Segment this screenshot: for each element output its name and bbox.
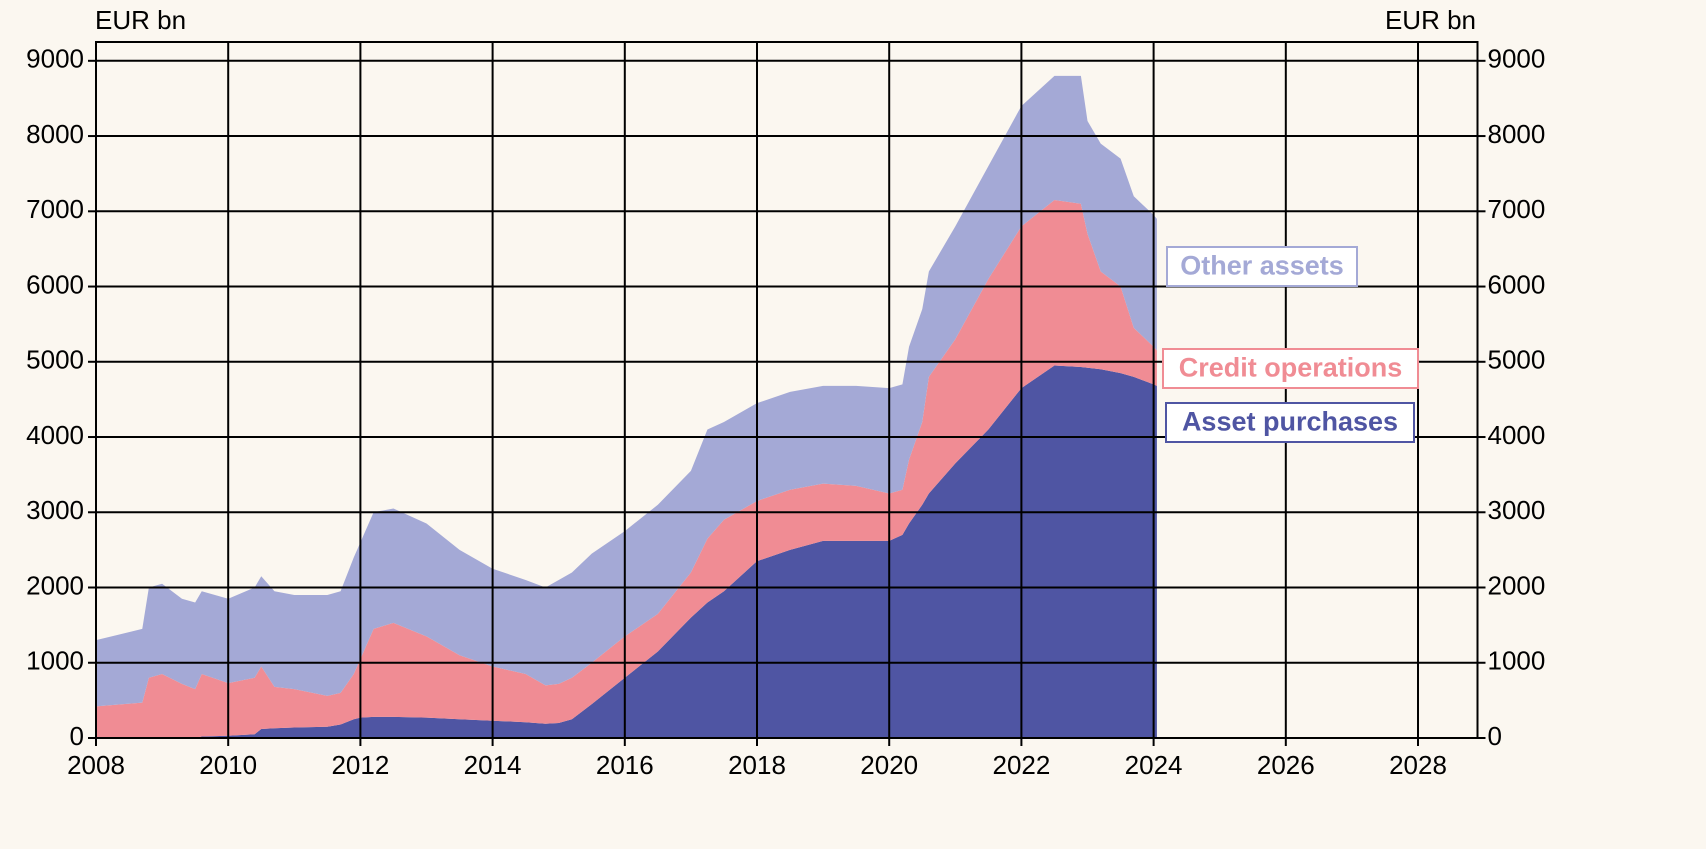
legend-box bbox=[1166, 246, 1358, 287]
plot-frame bbox=[95, 41, 1479, 739]
y2-tick-label: 3000 bbox=[1488, 495, 1546, 525]
x-tick-label: 2012 bbox=[331, 750, 389, 780]
y2-tick-label: 9000 bbox=[1488, 44, 1546, 74]
y2-tick-label: 0 bbox=[1488, 721, 1502, 751]
x-tick-label: 2018 bbox=[728, 750, 786, 780]
y-tick-label: 8000 bbox=[26, 119, 84, 149]
x-tick-label: 2020 bbox=[860, 750, 918, 780]
y-tick-label: 5000 bbox=[26, 345, 84, 375]
y2-tick-label: 8000 bbox=[1488, 119, 1546, 149]
x-tick-label: 2028 bbox=[1389, 750, 1447, 780]
y-tick-label: 4000 bbox=[26, 420, 84, 450]
legend-label: Asset purchases bbox=[1182, 407, 1398, 437]
y2-tick-label: 2000 bbox=[1488, 570, 1546, 600]
x-tick-label: 2026 bbox=[1257, 750, 1315, 780]
x-tick-label: 2014 bbox=[464, 750, 522, 780]
x-tick-label: 2010 bbox=[199, 750, 257, 780]
y2-tick-label: 5000 bbox=[1488, 345, 1546, 375]
y-axis-label: EUR bn bbox=[95, 5, 186, 35]
y-tick-label: 6000 bbox=[26, 269, 84, 299]
y2-tick-label: 7000 bbox=[1488, 194, 1546, 224]
y-tick-label: 9000 bbox=[26, 44, 84, 74]
y-tick-label: 2000 bbox=[26, 570, 84, 600]
area bbox=[96, 365, 1157, 738]
y-tick-label: 0 bbox=[70, 721, 84, 751]
x-tick-label: 2022 bbox=[992, 750, 1050, 780]
x-tick-label: 2024 bbox=[1125, 750, 1183, 780]
legend-box bbox=[1165, 402, 1415, 443]
y2-tick-label: 6000 bbox=[1488, 269, 1546, 299]
y2-tick-label: 4000 bbox=[1488, 420, 1546, 450]
y2-axis-label: EUR bn bbox=[1385, 5, 1476, 35]
area bbox=[96, 200, 1157, 738]
y2-tick-label: 1000 bbox=[1488, 646, 1546, 676]
y-tick-label: 1000 bbox=[26, 646, 84, 676]
x-tick-label: 2016 bbox=[596, 750, 654, 780]
y-tick-label: 7000 bbox=[26, 194, 84, 224]
legend-box bbox=[1162, 348, 1419, 389]
x-tick-label: 2008 bbox=[67, 750, 125, 780]
legend-label: Other assets bbox=[1180, 251, 1344, 281]
y-tick-label: 3000 bbox=[26, 495, 84, 525]
legend-label: Credit operations bbox=[1179, 353, 1403, 383]
